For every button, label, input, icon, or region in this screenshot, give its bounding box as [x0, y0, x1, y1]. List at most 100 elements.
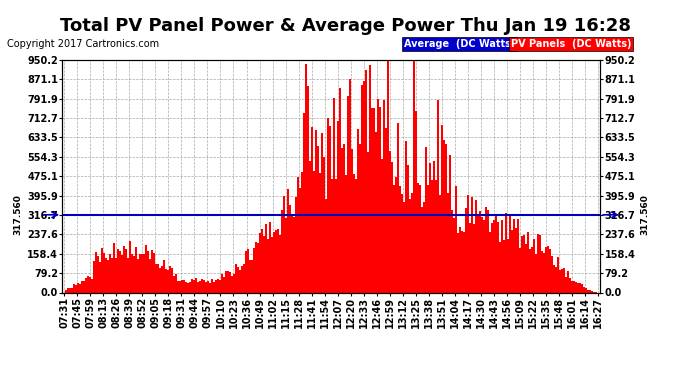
- Bar: [520, 248, 521, 292]
- Bar: [153, 254, 155, 292]
- Bar: [87, 276, 89, 292]
- Bar: [567, 271, 569, 292]
- Bar: [500, 242, 501, 292]
- Bar: [483, 220, 485, 292]
- Bar: [163, 260, 165, 292]
- Bar: [241, 266, 243, 292]
- Bar: [477, 214, 480, 292]
- Bar: [319, 173, 322, 292]
- Bar: [469, 223, 471, 292]
- Bar: [137, 259, 139, 292]
- Bar: [353, 174, 355, 292]
- Bar: [323, 158, 325, 292]
- Bar: [115, 258, 117, 292]
- Bar: [103, 253, 105, 292]
- Bar: [289, 206, 291, 292]
- Bar: [147, 251, 149, 292]
- Bar: [543, 253, 545, 292]
- Bar: [493, 220, 495, 292]
- Bar: [223, 277, 225, 292]
- Bar: [589, 290, 591, 292]
- Bar: [235, 264, 237, 292]
- Bar: [135, 247, 137, 292]
- Bar: [581, 284, 583, 292]
- Bar: [307, 86, 309, 292]
- Bar: [440, 195, 441, 292]
- Bar: [473, 224, 475, 292]
- Bar: [183, 280, 185, 292]
- Bar: [497, 222, 500, 292]
- Bar: [491, 223, 493, 292]
- Bar: [487, 210, 489, 292]
- Bar: [81, 281, 83, 292]
- Bar: [463, 232, 465, 292]
- Bar: [573, 281, 575, 292]
- Bar: [299, 188, 302, 292]
- Bar: [197, 282, 199, 292]
- Bar: [540, 235, 541, 292]
- Bar: [518, 219, 520, 292]
- Bar: [505, 213, 507, 292]
- Bar: [335, 179, 337, 292]
- Bar: [485, 207, 487, 292]
- Bar: [285, 218, 287, 292]
- Bar: [529, 249, 531, 292]
- Bar: [157, 264, 159, 292]
- Bar: [460, 228, 461, 292]
- Bar: [571, 281, 573, 292]
- Bar: [195, 278, 197, 292]
- Bar: [263, 236, 265, 292]
- Bar: [420, 185, 421, 292]
- Bar: [447, 193, 449, 292]
- Bar: [503, 240, 505, 292]
- Bar: [453, 218, 455, 292]
- Bar: [249, 260, 251, 292]
- Bar: [521, 236, 523, 292]
- Bar: [77, 283, 79, 292]
- Bar: [583, 287, 585, 292]
- Bar: [73, 284, 75, 292]
- Bar: [303, 113, 305, 292]
- Bar: [585, 288, 587, 292]
- Bar: [282, 210, 283, 292]
- Bar: [177, 280, 179, 292]
- Bar: [449, 155, 451, 292]
- Bar: [91, 279, 93, 292]
- Bar: [339, 88, 341, 292]
- Bar: [337, 121, 339, 292]
- Bar: [347, 96, 349, 292]
- Bar: [393, 185, 395, 292]
- Bar: [365, 70, 367, 292]
- Bar: [215, 280, 217, 292]
- Bar: [313, 171, 315, 292]
- Bar: [99, 262, 101, 292]
- Bar: [125, 249, 127, 292]
- Bar: [349, 80, 351, 292]
- Bar: [221, 274, 223, 292]
- Bar: [489, 232, 491, 292]
- Bar: [475, 200, 477, 292]
- Bar: [121, 255, 123, 292]
- Bar: [75, 285, 77, 292]
- Bar: [151, 250, 153, 292]
- Bar: [359, 144, 361, 292]
- Bar: [421, 207, 423, 292]
- Bar: [141, 254, 143, 292]
- Bar: [413, 60, 415, 292]
- Bar: [455, 186, 457, 292]
- Bar: [351, 148, 353, 292]
- Bar: [191, 279, 193, 292]
- Bar: [133, 256, 135, 292]
- Bar: [201, 279, 203, 292]
- Bar: [587, 290, 589, 292]
- Bar: [391, 162, 393, 292]
- Bar: [417, 183, 420, 292]
- Bar: [591, 291, 593, 292]
- Bar: [111, 258, 113, 292]
- Bar: [369, 64, 371, 292]
- Bar: [173, 276, 175, 292]
- Bar: [457, 233, 460, 292]
- Bar: [199, 281, 201, 292]
- Bar: [175, 274, 177, 292]
- Bar: [425, 147, 427, 292]
